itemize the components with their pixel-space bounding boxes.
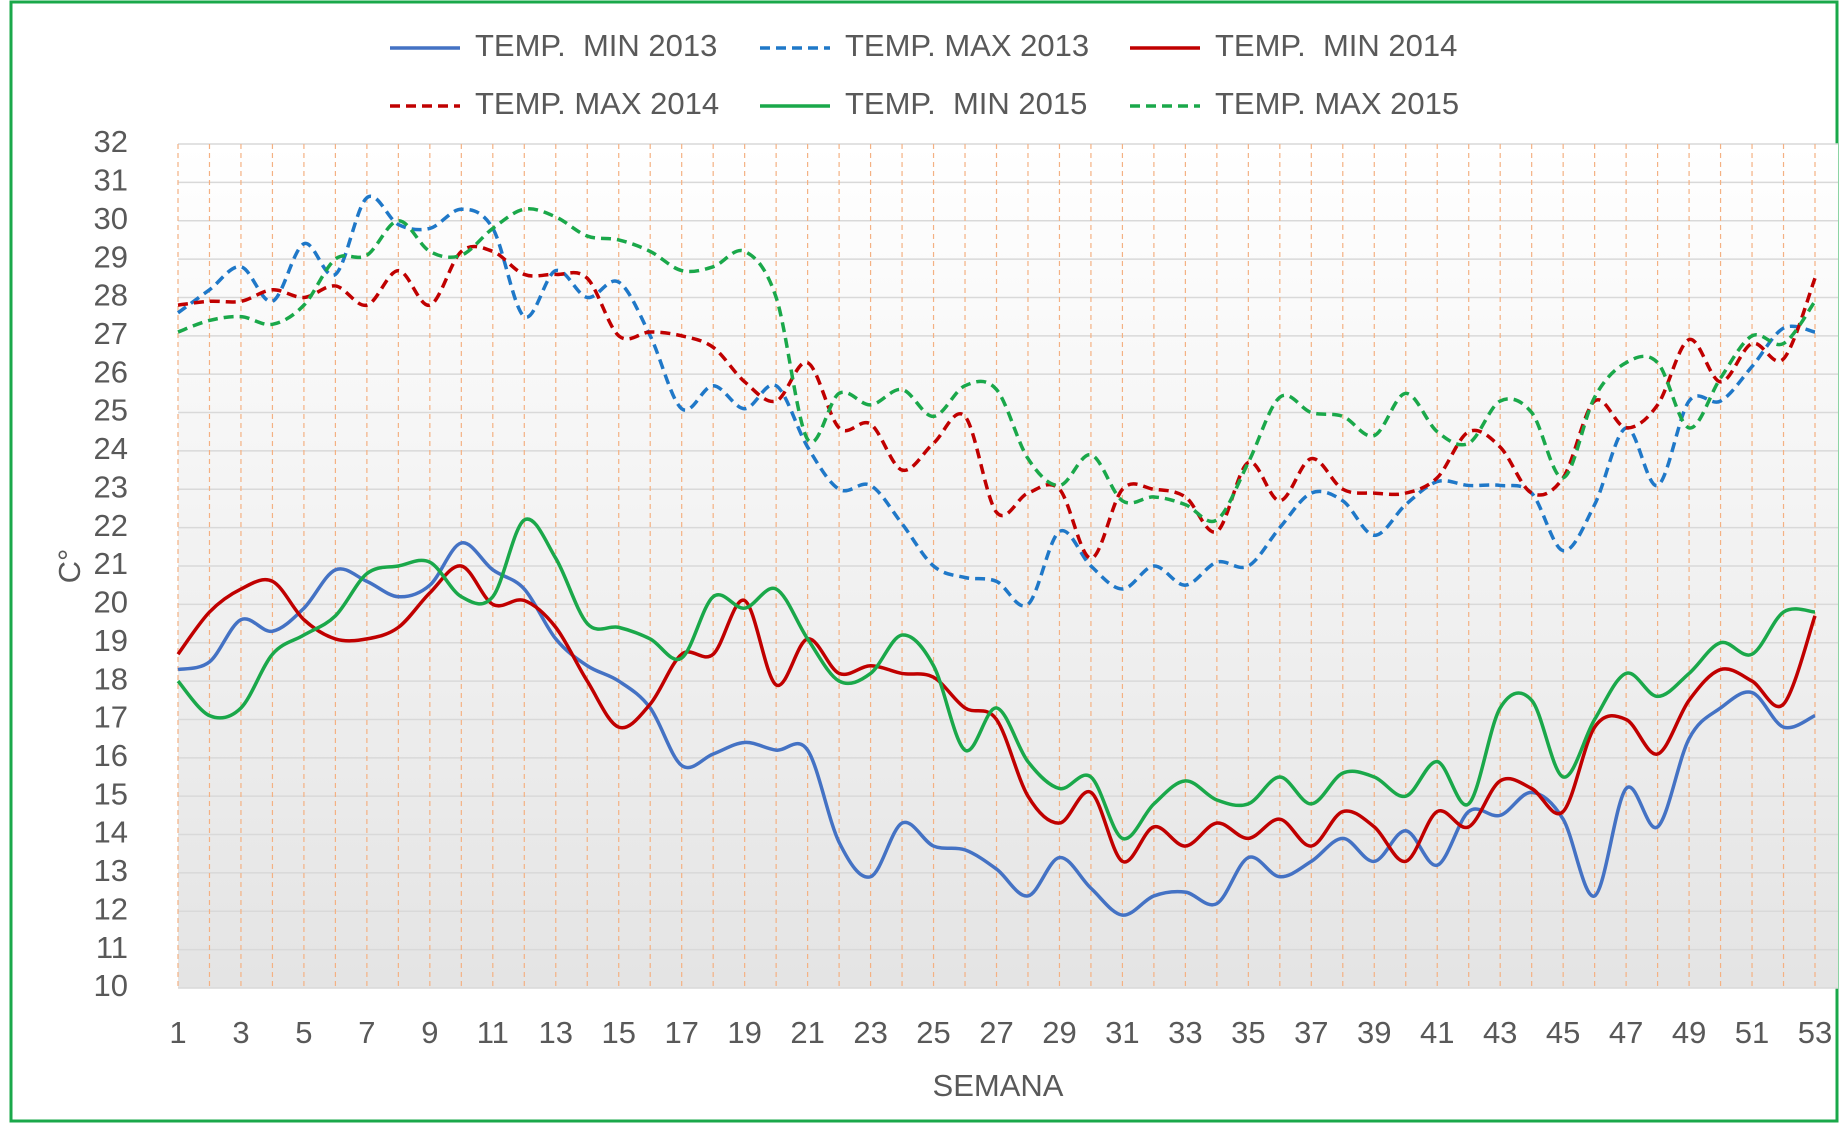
y-tick-label: 11	[96, 930, 128, 965]
y-tick-label: 31	[94, 163, 128, 198]
x-tick-label: 1	[169, 1015, 186, 1050]
x-tick-label: 45	[1546, 1015, 1580, 1050]
x-tick-label: 39	[1357, 1015, 1391, 1050]
y-tick-label: 14	[94, 815, 128, 850]
y-tick-label: 15	[94, 776, 128, 811]
series-line	[177, 541, 1816, 917]
x-tick-label: 25	[916, 1015, 950, 1050]
series-line	[177, 207, 1817, 524]
x-tick-label: 7	[358, 1015, 375, 1050]
series-line	[176, 517, 1816, 841]
x-tick-label: 3	[232, 1015, 249, 1050]
legend-label: TEMP. MIN 2015	[845, 86, 1087, 121]
x-tick-label: 33	[1168, 1015, 1202, 1050]
x-tick-label: 13	[539, 1015, 573, 1050]
y-tick-label: 26	[94, 354, 128, 389]
x-tick-label: 17	[664, 1015, 698, 1050]
y-tick-label: 19	[94, 623, 128, 658]
series-line	[176, 194, 1816, 608]
y-tick-label: 10	[94, 968, 128, 1003]
x-tick-label: 29	[1042, 1015, 1076, 1050]
x-axis-title: SEMANA	[933, 1068, 1064, 1103]
x-tick-label: 37	[1294, 1015, 1328, 1050]
y-tick-label: 32	[94, 124, 128, 159]
y-tick-label: 20	[94, 585, 128, 620]
y-tick-label: 23	[94, 469, 128, 504]
y-tick-label: 30	[94, 201, 128, 236]
x-tick-label: 51	[1735, 1015, 1769, 1050]
y-tick-label: 17	[94, 700, 128, 735]
x-tick-label: 27	[979, 1015, 1013, 1050]
y-tick-label: 28	[94, 278, 128, 313]
legend-label: TEMP. MAX 2015	[1215, 86, 1459, 121]
x-tick-label: 5	[295, 1015, 312, 1050]
y-tick-label: 16	[94, 738, 128, 773]
y-tick-label: 29	[94, 239, 128, 274]
x-tick-label: 9	[421, 1015, 438, 1050]
legend-label: TEMP. MIN 2013	[475, 28, 717, 63]
x-tick-label: 15	[601, 1015, 635, 1050]
series-line	[177, 244, 1817, 561]
x-tick-label: 11	[477, 1015, 509, 1050]
legend: TEMP. MIN 2013 TEMP. MAX 2013 TEMP. MIN 20…	[390, 28, 1459, 121]
y-tick-label: 27	[94, 316, 128, 351]
series-line	[176, 564, 1817, 864]
x-tick-label: 23	[853, 1015, 887, 1050]
x-tick-label: 19	[727, 1015, 761, 1050]
y-axis-title: C°	[52, 549, 87, 584]
x-tick-label: 31	[1105, 1015, 1139, 1050]
legend-label: TEMP. MAX 2013	[845, 28, 1089, 63]
y-tick-label: 22	[94, 508, 128, 543]
x-tick-label: 53	[1798, 1015, 1832, 1050]
x-tick-label: 21	[790, 1015, 824, 1050]
y-tick-label: 12	[94, 891, 128, 926]
y-tick-label: 13	[94, 853, 128, 888]
x-tick-label: 43	[1483, 1015, 1517, 1050]
y-tick-label: 21	[94, 546, 128, 581]
x-tick-label: 47	[1609, 1015, 1643, 1050]
legend-label: TEMP. MAX 2014	[475, 86, 719, 121]
x-tick-label: 35	[1231, 1015, 1265, 1050]
y-tick-label: 24	[94, 431, 128, 466]
legend-label: TEMP. MIN 2014	[1215, 28, 1457, 63]
x-tick-label: 41	[1420, 1015, 1454, 1050]
y-tick-label: 25	[94, 393, 128, 428]
x-tick-label: 49	[1672, 1015, 1706, 1050]
y-tick-label: 18	[94, 661, 128, 696]
